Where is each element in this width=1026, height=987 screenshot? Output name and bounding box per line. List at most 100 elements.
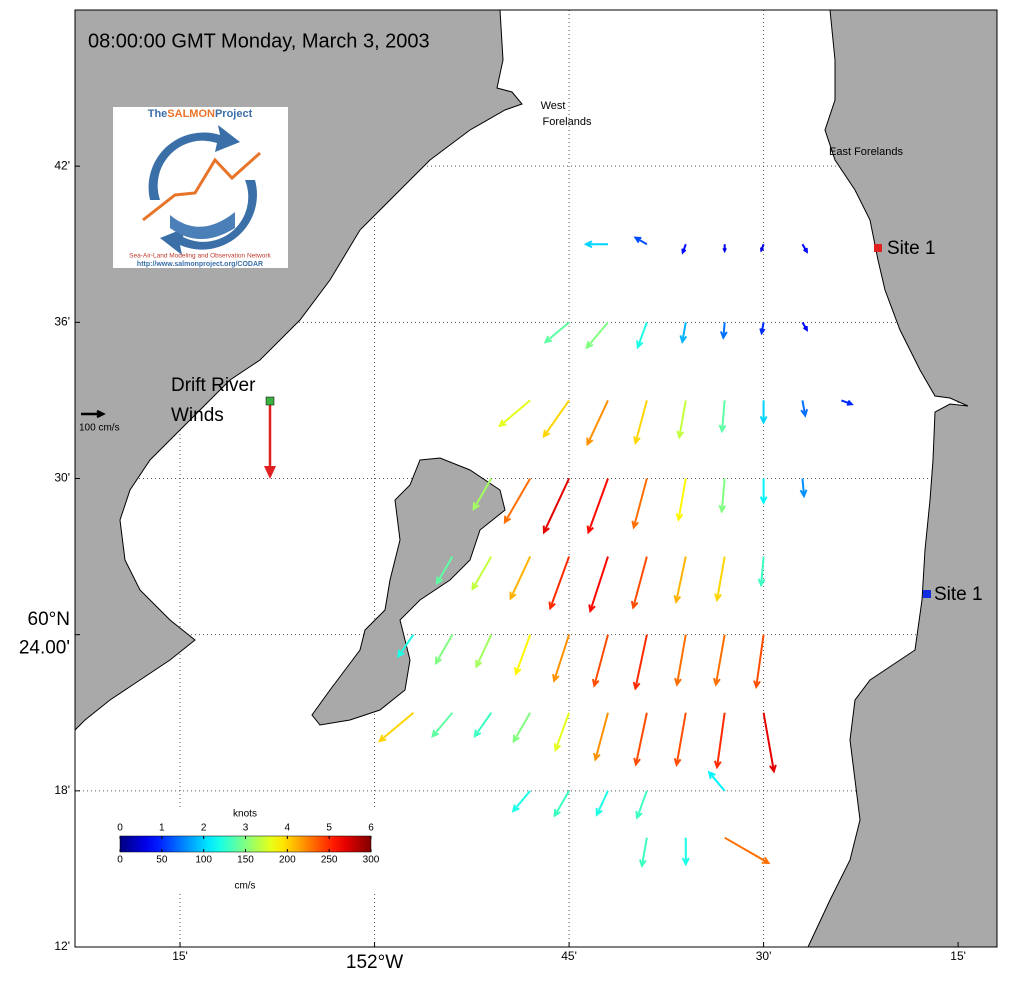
current-vector xyxy=(434,634,454,666)
current-vector xyxy=(801,243,809,254)
current-vector xyxy=(511,790,531,813)
current-vector xyxy=(636,321,648,350)
current-vector xyxy=(471,556,493,591)
logo-wave xyxy=(170,212,235,239)
place-label: West xyxy=(541,100,566,112)
y-tick-label: 42' xyxy=(54,158,70,172)
current-vector xyxy=(588,556,609,614)
current-vector xyxy=(674,634,687,687)
x-tick-label: 15' xyxy=(950,949,966,963)
current-vector xyxy=(548,556,571,611)
colorbar-tick-label: 0 xyxy=(117,855,123,866)
logo-title-part: SALMON xyxy=(167,108,215,120)
current-vector xyxy=(757,556,766,588)
place-label: Winds xyxy=(171,405,224,426)
current-vector xyxy=(713,634,726,687)
site-marker xyxy=(923,590,931,598)
current-vector xyxy=(753,634,765,690)
current-vector xyxy=(841,399,854,406)
logo-arrow xyxy=(160,180,257,255)
current-vector xyxy=(593,712,609,762)
y-tick-label: 24.00' xyxy=(19,638,70,659)
place-label: Forelands xyxy=(543,116,592,128)
site-label: Site 1 xyxy=(934,584,983,605)
colorbar-tick-label: 5 xyxy=(326,823,332,834)
site-marker xyxy=(874,244,882,252)
colorbar-tick-label: 4 xyxy=(285,823,291,834)
current-vector xyxy=(714,556,726,603)
current-vector xyxy=(498,399,531,428)
current-vector xyxy=(635,790,648,820)
reference-arrow xyxy=(81,409,106,419)
current-vector xyxy=(759,400,768,425)
current-vector xyxy=(639,837,648,869)
current-vector xyxy=(724,836,771,865)
current-vector xyxy=(800,400,809,418)
logo-title-part: The xyxy=(148,108,168,120)
colorbar-title: knots xyxy=(233,809,257,820)
current-vector xyxy=(553,712,571,753)
current-vector xyxy=(713,712,726,770)
current-vector xyxy=(552,634,571,683)
logo-line xyxy=(142,151,261,222)
logo-title-part: Project xyxy=(215,108,253,120)
current-vector xyxy=(707,770,726,792)
current-vector xyxy=(397,634,415,659)
colorbar-tick-label: 150 xyxy=(237,855,254,866)
current-vector xyxy=(473,712,493,739)
reference-arrow-shape xyxy=(81,409,106,419)
x-tick-label: 30' xyxy=(756,949,772,963)
current-vector xyxy=(799,478,808,499)
current-vector xyxy=(632,634,648,691)
x-tick-label: 152°W xyxy=(346,952,403,973)
colorbar-title: cm/s xyxy=(234,881,255,892)
site-label: Site 1 xyxy=(887,238,936,259)
colorbar-tick-label: 1 xyxy=(159,823,165,834)
y-tick-label: 36' xyxy=(54,315,70,329)
current-vector xyxy=(542,399,570,439)
current-vector xyxy=(583,240,608,249)
x-tick-label: 15' xyxy=(172,949,188,963)
current-vector xyxy=(719,322,728,340)
map-title: 08:00:00 GMT Monday, March 3, 2003 xyxy=(88,30,430,52)
current-vector xyxy=(759,322,766,336)
colorbar-tick-label: 100 xyxy=(195,855,212,866)
y-tick-label: 18' xyxy=(54,783,70,797)
current-vector xyxy=(542,478,570,535)
current-vector xyxy=(679,322,688,345)
colorbar-tick-label: 3 xyxy=(243,823,249,834)
logo-arrow xyxy=(148,125,240,200)
current-vector xyxy=(543,321,570,344)
current-vector xyxy=(681,837,690,867)
logo-subtitle: Sea-Air-Land Modeling and Observation Ne… xyxy=(129,253,271,260)
logo-title: TheSALMONProject xyxy=(148,108,253,120)
current-vectors xyxy=(378,236,854,869)
place-label: Drift River xyxy=(171,375,256,396)
colorbar-tick-label: 0 xyxy=(117,823,123,834)
current-vector xyxy=(673,712,687,767)
current-vector xyxy=(472,477,493,511)
current-vector xyxy=(475,634,493,669)
current-vector xyxy=(762,712,777,774)
colorbar-tick-label: 300 xyxy=(363,855,380,866)
reference-label: 100 cm/s xyxy=(79,423,120,434)
colorbar: 0 50 100 150 200 250 300 0 1 2 3 4 5 6 xyxy=(117,823,380,866)
current-vector xyxy=(675,478,687,522)
current-vector xyxy=(512,712,532,744)
current-vector xyxy=(509,556,532,601)
y-tick-label: 30' xyxy=(54,471,70,485)
current-vector xyxy=(759,243,765,253)
logo-url: http://www.salmonproject.org/CODAR xyxy=(137,261,263,268)
y-tick-label: 12' xyxy=(54,939,70,953)
current-vector xyxy=(503,478,532,525)
colorbar-tick-label: 6 xyxy=(368,823,374,834)
current-vector xyxy=(633,236,648,246)
current-vector xyxy=(553,790,570,818)
current-vector xyxy=(630,556,648,610)
current-vector xyxy=(514,634,532,677)
current-vector xyxy=(431,712,454,739)
east-land xyxy=(807,9,998,948)
current-vector xyxy=(631,478,648,530)
